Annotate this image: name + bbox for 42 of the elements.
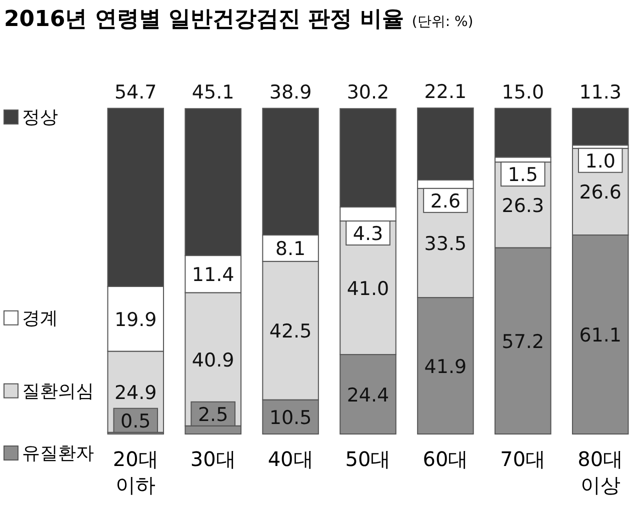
legend-label: 유질환자 bbox=[22, 443, 94, 464]
data-label: 10.5 bbox=[269, 406, 312, 429]
data-label: 1.5 bbox=[508, 164, 538, 186]
data-label: 8.1 bbox=[275, 238, 306, 260]
x-tick-label: 20대 이하 bbox=[112, 447, 158, 497]
x-tick-label: 80대 이상 bbox=[578, 447, 624, 497]
data-label: 54.7 bbox=[114, 81, 157, 104]
data-label: 33.5 bbox=[424, 232, 467, 255]
chart-title: 2016년 연령별 일반건강검진 판정 비율 bbox=[4, 7, 404, 32]
chart-subtitle: (단위: %) bbox=[412, 14, 474, 30]
data-label: 4.3 bbox=[352, 223, 384, 246]
data-label: 61.1 bbox=[579, 324, 622, 347]
data-label: 0.5 bbox=[120, 410, 151, 432]
data-label: 22.1 bbox=[424, 81, 467, 103]
data-label: 2.5 bbox=[198, 404, 228, 426]
data-label: 1.0 bbox=[585, 150, 616, 172]
data-label: 11.3 bbox=[579, 81, 622, 104]
data-label: 11.4 bbox=[192, 264, 234, 286]
data-label: 24.4 bbox=[346, 384, 390, 406]
legend-label: 경계 bbox=[22, 308, 58, 329]
data-label: 41.0 bbox=[346, 278, 390, 300]
data-label: 26.3 bbox=[502, 194, 544, 217]
data-label: 57.2 bbox=[502, 330, 544, 353]
legend-label: 정상 bbox=[22, 107, 58, 128]
data-label: 2.6 bbox=[430, 190, 461, 212]
x-tick-label: 50대 bbox=[345, 447, 391, 471]
x-tick-label: 60대 bbox=[422, 447, 468, 471]
data-label: 26.6 bbox=[579, 182, 622, 204]
data-label: 41.9 bbox=[424, 356, 467, 378]
data-label: 30.2 bbox=[346, 82, 390, 104]
data-label: 45.1 bbox=[192, 82, 234, 104]
data-label: 19.9 bbox=[114, 308, 157, 331]
bar bbox=[572, 108, 629, 146]
legend-label: 질환의심 bbox=[22, 380, 94, 402]
x-tick-label: 40대 bbox=[268, 447, 314, 471]
x-tick-label: 70대 bbox=[500, 447, 546, 471]
data-label: 40.9 bbox=[192, 349, 234, 372]
x-tick-label: 30대 bbox=[190, 447, 236, 471]
data-label: 15.0 bbox=[502, 81, 544, 104]
data-label: 24.9 bbox=[114, 382, 157, 404]
data-label: 38.9 bbox=[269, 81, 312, 104]
data-label: 42.5 bbox=[269, 320, 312, 343]
